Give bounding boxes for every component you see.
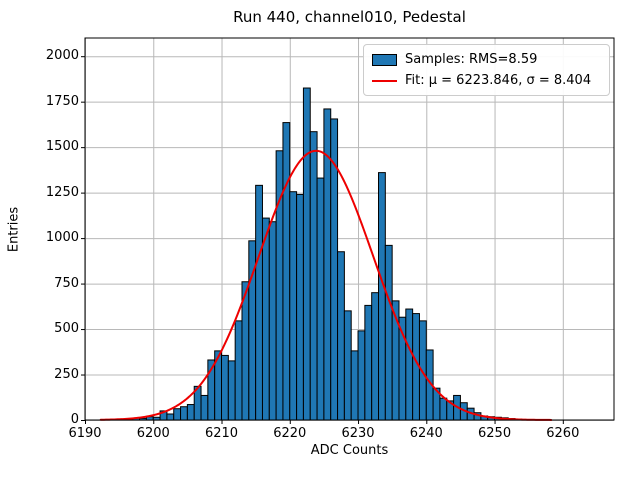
histogram-bar	[357, 330, 366, 421]
x-tick-label: 6230	[341, 426, 375, 441]
histogram-bar	[173, 408, 182, 421]
legend-fit-label: Fit: μ = 6223.846, σ = 8.404	[405, 73, 592, 88]
x-tick-label: 6250	[478, 426, 512, 441]
x-tick-label: 6210	[204, 426, 239, 441]
histogram-bar	[180, 406, 188, 421]
y-tick-label: 1500	[45, 139, 79, 155]
histogram-bar	[378, 172, 386, 421]
axes-spines	[84, 37, 615, 421]
y-tick-label: 1750	[45, 93, 79, 109]
legend-samples-label: Samples: RMS=8.59	[405, 52, 538, 67]
legend-fit-line-icon	[372, 79, 397, 82]
y-axis-label: Entries	[6, 206, 22, 253]
y-tick-label: 1250	[45, 184, 79, 200]
histogram-bar	[309, 131, 318, 421]
histogram-bar	[296, 193, 304, 421]
histogram-bar	[255, 184, 263, 421]
histogram-bar	[275, 150, 284, 421]
legend-item-fit: Fit: μ = 6223.846, σ = 8.404	[372, 71, 601, 90]
y-tick-label: 750	[54, 275, 79, 291]
histogram-bar	[289, 191, 298, 421]
histogram-bar	[405, 308, 414, 421]
fit-curve	[99, 149, 553, 421]
x-tick-label: 6240	[409, 426, 443, 441]
histogram-bar	[350, 350, 359, 421]
x-tick-label: 6200	[136, 426, 170, 441]
histogram-bar	[166, 413, 175, 421]
y-tick-label: 2000	[45, 48, 79, 64]
histogram-bar	[316, 177, 325, 421]
histogram-bar	[343, 310, 352, 421]
histogram-bar	[268, 221, 277, 421]
legend-item-samples: Samples: RMS=8.59	[372, 50, 601, 69]
histogram-bar	[302, 87, 311, 421]
y-tick-label: 250	[54, 366, 79, 382]
x-tick-label: 6260	[546, 426, 580, 441]
histogram-bar	[364, 304, 373, 421]
y-tick-label: 0	[70, 412, 79, 427]
histogram-bar	[439, 397, 448, 421]
y-tick-label: 1000	[45, 230, 79, 246]
histogram-bar	[337, 251, 345, 421]
x-tick-label: 6220	[273, 426, 307, 441]
histogram-bar	[186, 404, 195, 421]
histogram-bar	[221, 354, 229, 421]
histogram-bar	[261, 217, 270, 421]
chart-title: Run 440, channel010, Pedestal	[233, 8, 466, 26]
histogram-bar	[227, 360, 236, 421]
histogram-bar	[282, 122, 291, 421]
y-tick-label: 500	[54, 321, 79, 337]
histogram-bar	[234, 320, 243, 421]
legend: Samples: RMS=8.59 Fit: μ = 6223.846, σ =…	[363, 44, 610, 96]
histogram-bar	[200, 394, 209, 421]
x-tick-label: 6190	[68, 426, 102, 441]
legend-samples-swatch	[372, 53, 397, 66]
histogram-bar	[371, 292, 380, 421]
histogram-bar	[384, 244, 393, 421]
x-axis-label: ADC Counts	[310, 443, 389, 458]
